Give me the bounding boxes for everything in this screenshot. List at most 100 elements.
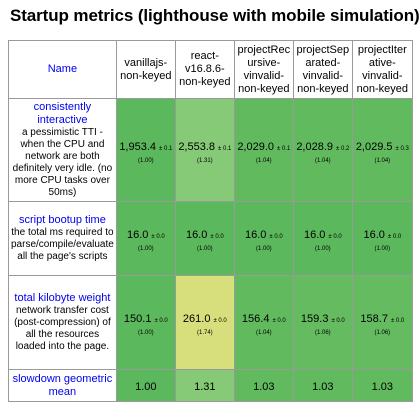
result-deviation: ± 0.1 xyxy=(159,145,173,152)
result-value: 16.0 xyxy=(126,229,149,241)
metric-name-link[interactable]: consistently interactive xyxy=(33,101,92,126)
result-cell: 2,028.9 ± 0.2 (1.04) xyxy=(292,98,353,202)
name-header-cell: Name xyxy=(8,40,117,99)
framework-label: projectSep arated-vinvalid-non-keyed xyxy=(296,43,350,95)
result-ratio: (1.31) xyxy=(196,157,213,164)
result-cell: 261.0 ± 0.0 (1.74) xyxy=(174,275,235,370)
result-ratio: (1.00) xyxy=(137,330,154,336)
result-cell: 150.1 ± 0.0 (1.00) xyxy=(115,275,176,370)
framework-label: projectRec ursive-vinvalid-non-keyed xyxy=(237,43,291,95)
geometric-mean-value: 1.03 xyxy=(312,380,334,393)
result-value: 16.0 xyxy=(363,229,385,241)
result-deviation: ± 0.1 xyxy=(218,145,232,152)
name-sort-link[interactable]: Name xyxy=(47,62,78,75)
result-ratio: (1.06) xyxy=(314,330,331,336)
metric-description: a pessimistic TTI - when the CPU and net… xyxy=(12,127,113,198)
result-value: 261.0 xyxy=(182,313,211,325)
result-cell: 2,029.5 ± 0.3 (1.04) xyxy=(351,98,413,202)
geometric-mean-cell: 1.03 xyxy=(351,369,413,402)
result-value: 2,553.8 xyxy=(178,140,216,153)
result-ratio: (1.04) xyxy=(374,157,391,164)
result-ratio: (1.00) xyxy=(314,246,331,252)
geometric-mean-label-cell: slowdown geometric mean xyxy=(8,369,117,402)
metric-row-consistently-interactive: consistently interactive a pessimistic T… xyxy=(8,98,413,202)
result-deviation: ± 0.3 xyxy=(395,145,409,152)
metric-description: the total ms required to parse/compile/e… xyxy=(11,227,114,262)
result-deviation: ± 0.0 xyxy=(151,234,165,240)
result-ratio: (1.00) xyxy=(374,246,391,252)
result-deviation: ± 0.0 xyxy=(210,234,224,240)
result-ratio: (1.04) xyxy=(314,157,331,164)
framework-header-vanillajs: vanillajs-non-keyed xyxy=(115,40,176,99)
geometric-mean-link[interactable]: slowdown geometric mean xyxy=(12,372,113,398)
result-cell: 156.4 ± 0.0 (1.04) xyxy=(233,275,294,370)
result-value: 158.7 xyxy=(360,313,388,325)
metric-description: network transfer cost (post-compression)… xyxy=(14,305,111,352)
result-ratio: (1.06) xyxy=(374,330,391,336)
result-value: 2,028.9 xyxy=(296,140,334,153)
result-cell: 16.0 ± 0.0 (1.00) xyxy=(292,201,353,276)
result-value: 1,953.4 xyxy=(119,140,157,153)
result-cell: 1,953.4 ± 0.1 (1.00) xyxy=(115,98,176,202)
result-value: 16.0 xyxy=(185,229,208,241)
result-cell: 16.0 ± 0.0 (1.00) xyxy=(115,201,176,276)
result-ratio: (1.04) xyxy=(255,157,272,164)
framework-label: react-v16.8.6- non-keyed xyxy=(179,50,231,88)
framework-header-projectiterative: projectIter ative-vinvalid-non-keyed xyxy=(351,40,413,99)
geometric-mean-cell: 1.31 xyxy=(174,369,235,402)
framework-label: vanillajs-non-keyed xyxy=(120,56,172,82)
result-cell: 16.0 ± 0.0 (1.00) xyxy=(174,201,235,276)
result-deviation: ± 0.0 xyxy=(387,234,402,240)
results-table: Name vanillajs-non-keyed react-v16.8.6- n… xyxy=(8,40,413,402)
result-deviation: ± 0.0 xyxy=(154,318,168,324)
geometric-mean-value: 1.31 xyxy=(194,380,216,393)
result-value: 150.1 xyxy=(123,313,152,325)
framework-header-react: react-v16.8.6- non-keyed xyxy=(174,40,235,99)
metric-label-cell: consistently interactive a pessimistic T… xyxy=(8,98,117,202)
header-row: Name vanillajs-non-keyed react-v16.8.6- n… xyxy=(8,40,413,99)
geometric-mean-cell: 1.03 xyxy=(233,369,294,402)
result-deviation: ± 0.2 xyxy=(336,145,350,152)
result-ratio: (1.00) xyxy=(137,246,154,252)
metric-label-cell: total kilobyte weight network transfer c… xyxy=(8,275,117,370)
geometric-mean-row: slowdown geometric mean 1.00 1.31 1.03 1… xyxy=(8,369,413,402)
chart-title: Startup metrics (lighthouse with mobile … xyxy=(10,6,420,25)
metric-name-link[interactable]: script bootup time xyxy=(19,214,106,226)
metric-name-link[interactable]: total kilobyte weight xyxy=(14,292,111,304)
result-deviation: ± 0.0 xyxy=(331,318,345,324)
framework-header-projectseparated: projectSep arated-vinvalid-non-keyed xyxy=(292,40,353,99)
result-value: 16.0 xyxy=(244,229,267,241)
metric-row-script-bootup-time: script bootup time the total ms required… xyxy=(8,201,413,276)
geometric-mean-cell: 1.00 xyxy=(115,369,176,402)
geometric-mean-value: 1.00 xyxy=(135,380,157,393)
result-value: 2,029.0 xyxy=(237,140,275,153)
result-ratio: (1.00) xyxy=(137,157,154,164)
result-cell: 2,553.8 ± 0.1 (1.31) xyxy=(174,98,235,202)
framework-header-projectrecursive: projectRec ursive-vinvalid-non-keyed xyxy=(233,40,294,99)
result-value: 156.4 xyxy=(241,313,270,325)
result-cell: 158.7 ± 0.0 (1.06) xyxy=(351,275,413,370)
result-cell: 16.0 ± 0.0 (1.00) xyxy=(233,201,294,276)
result-value: 2,029.5 xyxy=(355,140,393,153)
result-value: 159.3 xyxy=(300,313,329,325)
result-deviation: ± 0.0 xyxy=(213,318,227,324)
result-cell: 2,029.0 ± 0.1 (1.04) xyxy=(233,98,294,202)
framework-label: projectIter ative-vinvalid-non-keyed xyxy=(356,43,409,95)
result-ratio: (1.74) xyxy=(196,330,213,336)
result-deviation: ± 0.1 xyxy=(277,145,291,152)
geometric-mean-value: 1.03 xyxy=(253,380,275,393)
result-cell: 159.3 ± 0.0 (1.06) xyxy=(292,275,353,370)
result-deviation: ± 0.0 xyxy=(390,318,405,324)
result-deviation: ± 0.0 xyxy=(328,234,342,240)
geometric-mean-value: 1.03 xyxy=(371,380,394,393)
result-ratio: (1.00) xyxy=(196,246,213,252)
result-cell: 16.0 ± 0.0 (1.00) xyxy=(351,201,413,276)
result-deviation: ± 0.0 xyxy=(272,318,286,324)
metric-label-cell: script bootup time the total ms required… xyxy=(8,201,117,276)
result-ratio: (1.00) xyxy=(255,246,272,252)
result-value: 16.0 xyxy=(303,229,326,241)
result-deviation: ± 0.0 xyxy=(269,234,283,240)
geometric-mean-cell: 1.03 xyxy=(292,369,353,402)
metric-row-total-kilobyte-weight: total kilobyte weight network transfer c… xyxy=(8,275,413,370)
result-ratio: (1.04) xyxy=(255,330,272,336)
